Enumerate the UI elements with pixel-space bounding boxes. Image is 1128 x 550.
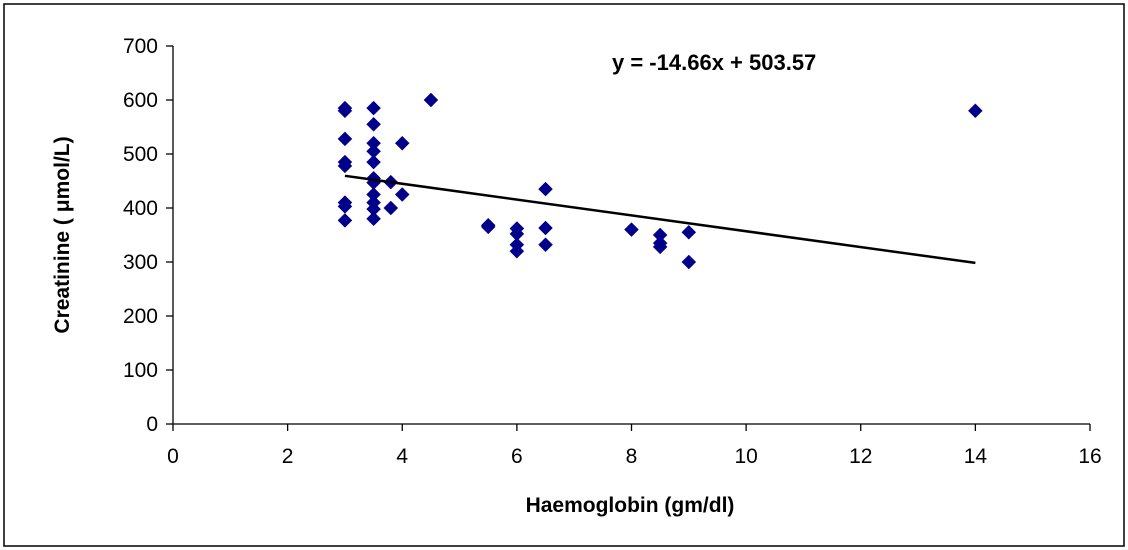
data-point (968, 103, 983, 119)
trendline-equation: y = -14.66x + 503.57 (612, 50, 816, 75)
x-tick-label: 0 (167, 445, 179, 468)
data-point (337, 158, 353, 174)
y-tick-label: 700 (123, 35, 158, 58)
y-tick-label: 600 (123, 89, 158, 112)
x-tick-label: 14 (964, 445, 988, 468)
x-tick-label: 8 (626, 445, 638, 468)
y-tick-label: 100 (123, 359, 158, 382)
data-point (538, 181, 553, 197)
data-point (681, 254, 697, 270)
y-ticks: 0 100 200 300 400 500 600 700 (123, 35, 173, 436)
x-ticks: 0 2 4 6 8 10 12 14 16 (167, 424, 1102, 468)
data-point (538, 237, 553, 253)
data-point (624, 222, 639, 237)
data-points (337, 92, 983, 270)
data-point (480, 219, 496, 235)
data-point (383, 200, 399, 216)
data-point (394, 187, 410, 202)
y-axis-title: Creatinine ( μmol/L) (51, 136, 74, 333)
data-point (366, 100, 381, 116)
trendline (344, 174, 976, 265)
y-tick-label: 0 (146, 413, 158, 436)
data-point (366, 116, 381, 132)
data-point (366, 154, 381, 170)
data-point (337, 213, 353, 228)
y-tick-label: 300 (123, 251, 158, 274)
chart-frame (3, 3, 1125, 547)
x-tick-label: 16 (1078, 445, 1101, 468)
x-tick-label: 6 (511, 445, 523, 468)
data-point (366, 211, 381, 227)
data-point (681, 224, 697, 240)
data-point (337, 103, 353, 119)
data-point (394, 135, 410, 151)
y-tick-label: 200 (123, 305, 158, 328)
data-point (652, 239, 668, 255)
data-point (509, 243, 525, 259)
x-tick-label: 2 (282, 445, 294, 468)
data-point (423, 92, 439, 108)
x-tick-label: 12 (849, 445, 872, 468)
data-point (337, 131, 353, 147)
y-tick-label: 500 (123, 143, 158, 166)
x-axis-title: Haemoglobin (gm/dl) (526, 494, 735, 517)
y-tick-label: 400 (123, 197, 158, 220)
data-point (538, 220, 553, 236)
x-tick-label: 10 (734, 445, 757, 468)
x-tick-label: 4 (396, 445, 408, 468)
